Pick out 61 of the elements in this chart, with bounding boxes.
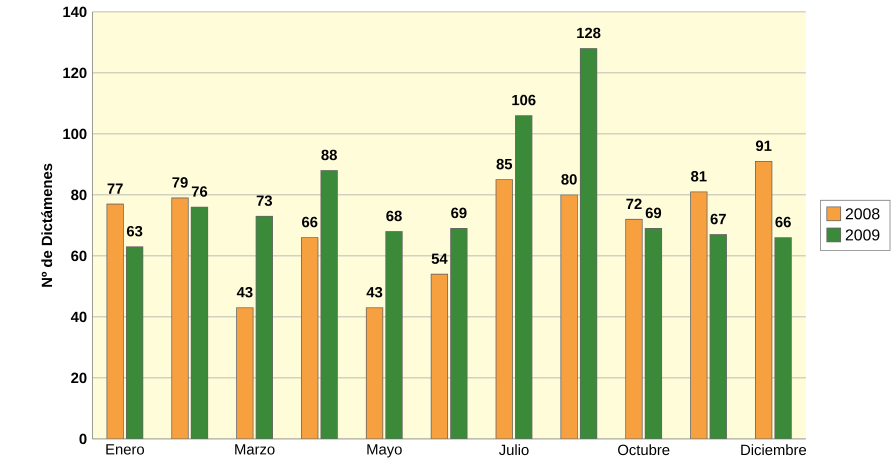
- x-tick-label: Mayo: [367, 444, 402, 458]
- bar: [644, 228, 662, 440]
- y-tick-label: 20: [71, 372, 87, 384]
- bar: [560, 194, 578, 440]
- data-label: 80: [561, 174, 577, 185]
- bar: [106, 204, 124, 440]
- data-label: 69: [646, 208, 662, 218]
- x-tick-label: Julio: [498, 444, 529, 456]
- bar: [496, 179, 513, 440]
- y-tick-label: 0: [79, 434, 87, 444]
- bar: [710, 234, 727, 440]
- data-label: 81: [691, 171, 707, 182]
- x-tick-label: Octubre: [618, 444, 670, 456]
- data-label: 69: [451, 208, 467, 218]
- data-label: 72: [626, 198, 642, 210]
- data-label: 43: [236, 287, 253, 298]
- legend-label: 2009: [846, 230, 880, 241]
- data-label: 77: [108, 184, 123, 194]
- bar: [580, 48, 598, 440]
- data-label: 73: [256, 196, 272, 206]
- y-tick-label: 100: [63, 128, 87, 140]
- data-label: 63: [126, 226, 142, 237]
- data-label: 128: [577, 28, 600, 38]
- x-tick-label: Diciembre: [741, 444, 806, 456]
- bar: [450, 228, 468, 440]
- data-label: 54: [432, 254, 448, 264]
- data-label: 66: [775, 217, 791, 228]
- x-tick-label: Marzo: [235, 444, 275, 455]
- bar: [515, 115, 532, 440]
- data-label: 68: [386, 210, 402, 222]
- data-label: 79: [172, 177, 188, 188]
- data-label: 67: [710, 214, 726, 224]
- bar: [236, 308, 254, 440]
- bar: [774, 237, 792, 440]
- bar: [190, 206, 208, 440]
- y-tick-label: 120: [63, 68, 87, 78]
- y-tick-label: 60: [71, 250, 87, 262]
- data-label: 43: [366, 287, 382, 298]
- bar: [256, 216, 273, 440]
- bar: [366, 308, 384, 440]
- data-label: 106: [512, 95, 536, 106]
- y-axis-title: Nº de Dictámenes: [41, 164, 52, 287]
- bar: [385, 231, 403, 440]
- data-label: 88: [321, 150, 337, 160]
- y-tick-label: 140: [63, 6, 87, 18]
- data-label: 85: [496, 159, 512, 170]
- data-label: 66: [302, 217, 318, 228]
- y-tick-label: 80: [71, 190, 87, 200]
- y-tick-label: 40: [70, 312, 87, 322]
- bar: [320, 170, 338, 440]
- bar: [430, 274, 448, 440]
- bar: [625, 219, 643, 440]
- bar: [690, 192, 708, 440]
- data-label: 76: [192, 186, 208, 198]
- bar: [126, 246, 144, 440]
- bar: [171, 198, 189, 440]
- bar: [301, 237, 318, 440]
- bar: [754, 161, 772, 440]
- legend-label: 2008: [846, 208, 880, 220]
- x-tick-label: Enero: [106, 444, 144, 455]
- data-label: 91: [756, 140, 772, 152]
